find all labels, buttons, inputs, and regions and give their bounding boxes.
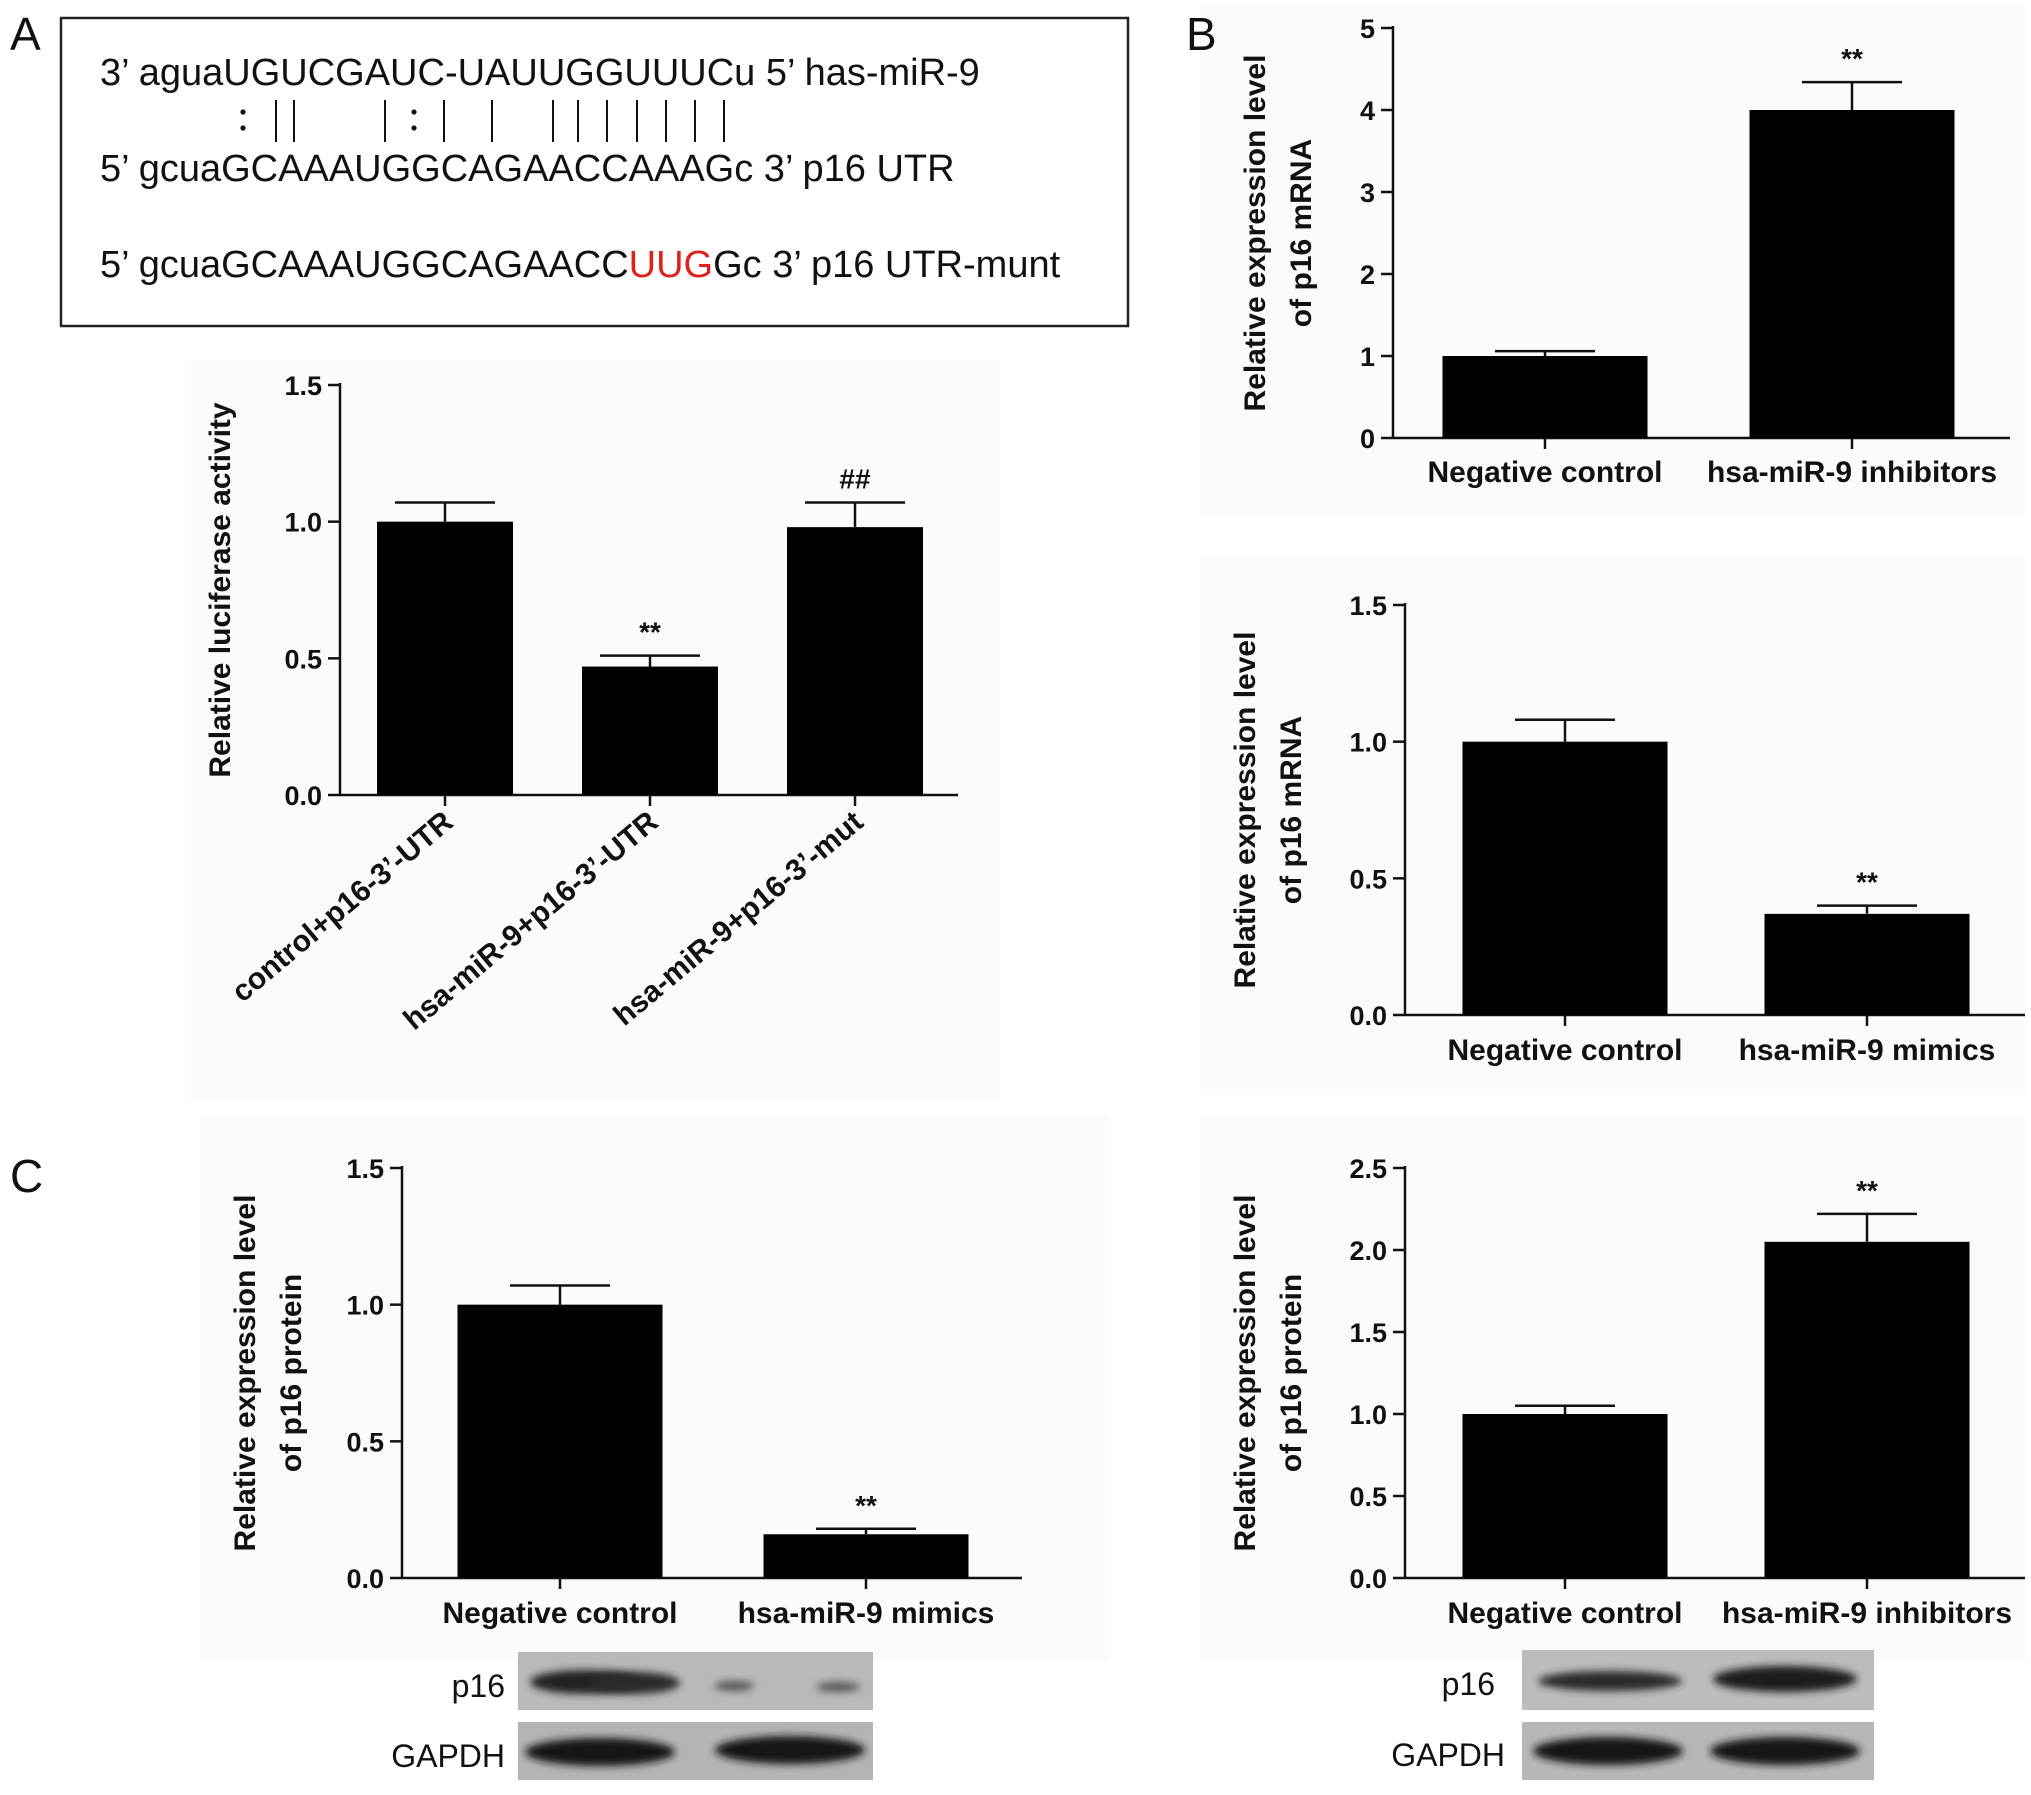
y-tick-label: 0.5 — [1349, 1482, 1387, 1512]
significance-label: ** — [639, 617, 661, 648]
pairing-dot — [411, 125, 417, 131]
y-tick-label: 5 — [1360, 14, 1375, 44]
sequence-alignment-box: 3’ aguaUGUCGAUC-UAUUGGUUUCu 5’ has-miR-9… — [59, 16, 1130, 328]
pairing-dot — [240, 125, 246, 131]
category-label: hsa-miR-9 mimics — [738, 1597, 995, 1630]
y-axis-label: of p16 protein — [1275, 1274, 1308, 1472]
category-label: hsa-miR-9 mimics — [1739, 1034, 1996, 1067]
y-tick-label: 1.0 — [1349, 728, 1387, 758]
bar — [1462, 741, 1668, 1015]
y-tick-label: 1.5 — [346, 1154, 384, 1184]
pairing-dot — [240, 109, 246, 115]
y-tick-label: 0 — [1360, 424, 1375, 454]
chart-protein-mimics: 0.0 0.5 1.0 1.5 Relative expression level of … — [229, 1154, 1022, 1630]
significance-label: ** — [1856, 1175, 1878, 1206]
blot-left-gapdh-band — [525, 1738, 675, 1766]
significance-label: ** — [1856, 867, 1878, 898]
y-tick-label: 2.5 — [1349, 1154, 1387, 1184]
bar — [1764, 913, 1970, 1015]
y-tick-label: 0.0 — [1349, 1001, 1387, 1031]
blot-right-p16-band — [1538, 1671, 1682, 1691]
y-tick-label: 1.0 — [284, 508, 322, 538]
bar — [1442, 356, 1648, 438]
y-tick-label: 2.0 — [1349, 1236, 1387, 1266]
blot-right-gapdh-band — [1533, 1737, 1683, 1765]
pairing-dot — [411, 109, 417, 115]
sequence-p16-utr: 5’ gcuaGCAAAUGGCAGAACCAAAGc 3’ p16 UTR — [100, 148, 955, 190]
y-tick-label: 1.0 — [1349, 1400, 1387, 1430]
y-tick-label: 1 — [1360, 342, 1375, 372]
western-blot-left: p16 GAPDH — [391, 1652, 873, 1780]
blot-right-p16-band — [1713, 1666, 1857, 1692]
y-tick-label: 0.5 — [1349, 864, 1387, 894]
y-tick-label: 3 — [1360, 178, 1375, 208]
y-tick-label: 4 — [1360, 96, 1375, 126]
y-tick-label: 0.0 — [1349, 1564, 1387, 1594]
y-tick-label: 1.0 — [346, 1291, 384, 1321]
base-pairing-marks — [240, 100, 725, 142]
blot-right-gapdh-band — [1710, 1737, 1860, 1765]
y-axis-label: Relative expression level — [229, 1195, 262, 1552]
y-axis-label: Relative expression level — [1229, 1195, 1262, 1552]
y-axis-label: of p16 mRNA — [1285, 139, 1318, 327]
y-tick-label: 0.0 — [346, 1564, 384, 1594]
significance-label: ## — [839, 464, 871, 495]
blot-left-p16-band — [714, 1681, 754, 1691]
significance-label: ** — [855, 1490, 877, 1521]
sequence-p16-utr-mutant: 5’ gcuaGCAAAUGGCAGAACCUUGGc 3’ p16 UTR-m… — [100, 244, 1061, 286]
bar — [457, 1304, 663, 1578]
sequence-mir9: 3’ aguaUGUCGAUC-UAUUGGUUUCu 5’ has-miR-9 — [100, 52, 980, 94]
significance-label: ** — [1841, 43, 1863, 74]
bar — [377, 521, 513, 795]
category-label: Negative control — [1427, 456, 1662, 489]
blot-left-gapdh-band — [715, 1736, 865, 1764]
category-label: Negative control — [1447, 1597, 1682, 1630]
y-axis-label: of p16 mRNA — [1275, 716, 1308, 904]
blot-right-label-gapdh: GAPDH — [1391, 1737, 1505, 1773]
panel-letter-c: C — [10, 1150, 43, 1202]
bar — [582, 666, 718, 795]
blot-right-label-p16: p16 — [1442, 1666, 1495, 1702]
category-label: Negative control — [1447, 1034, 1682, 1067]
y-tick-label: 0.5 — [284, 644, 322, 674]
bar — [787, 527, 923, 795]
bar — [763, 1534, 969, 1578]
sequence-box-border — [59, 16, 1130, 328]
y-axis-label: Relative expression level — [1239, 55, 1272, 412]
panel-letter-a: A — [10, 8, 41, 60]
y-tick-label: 0.5 — [346, 1427, 384, 1457]
y-tick-label: 1.5 — [1349, 591, 1387, 621]
y-tick-label: 1.5 — [1349, 1318, 1387, 1348]
western-blot-right: p16 GAPDH — [1391, 1650, 1874, 1780]
category-label: Negative control — [442, 1597, 677, 1630]
y-tick-label: 0.0 — [284, 781, 322, 811]
blot-left-label-gapdh: GAPDH — [391, 1738, 505, 1774]
bar — [1749, 110, 1955, 438]
chart-protein-inhibitors: 0.0 0.5 1.0 1.5 2.0 2.5 Relative expression le… — [1229, 1154, 2025, 1630]
category-label: hsa-miR-9 inhibitors — [1722, 1597, 2012, 1630]
y-axis-label: Relative expression level — [1229, 632, 1262, 989]
chart-mrna-inhibitors: 0 1 2 3 4 5 Relative expression level of p16 mR… — [1239, 14, 2010, 489]
mutated-bases: UUG — [629, 244, 713, 286]
blot-left-p16-band — [816, 1682, 860, 1692]
y-axis-label: of p16 protein — [275, 1274, 308, 1472]
panel-letter-b: B — [1186, 8, 1217, 60]
y-tick-label: 1.5 — [284, 371, 322, 401]
y-axis-label: Relative luciferase activity — [204, 402, 237, 778]
bar — [1462, 1414, 1668, 1578]
blot-left-label-p16: p16 — [452, 1668, 505, 1704]
blot-left-p16-band — [590, 1672, 680, 1694]
category-label: hsa-miR-9 inhibitors — [1707, 456, 1997, 489]
bar — [1764, 1241, 1970, 1578]
y-tick-label: 2 — [1360, 260, 1375, 290]
chart-mrna-mimics: 0.0 0.5 1.0 1.5 Relative expression level of … — [1229, 591, 2025, 1067]
